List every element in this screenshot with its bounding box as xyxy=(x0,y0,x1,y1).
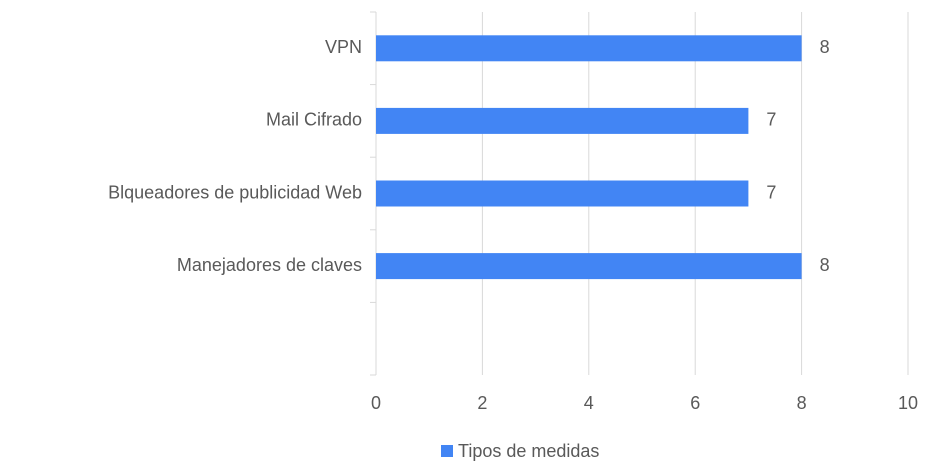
legend-swatch xyxy=(441,445,453,457)
bar xyxy=(376,180,749,207)
y-tick-label: VPN xyxy=(325,37,362,57)
x-tick-label: 2 xyxy=(477,393,487,413)
bar xyxy=(376,107,749,134)
data-label: 8 xyxy=(820,255,830,275)
x-tick-label: 0 xyxy=(371,393,381,413)
data-label: 8 xyxy=(820,37,830,57)
y-tick-label: Mail Cifrado xyxy=(266,110,362,130)
legend-label: Tipos de medidas xyxy=(458,441,599,461)
data-label: 7 xyxy=(766,110,776,130)
x-tick-label: 6 xyxy=(690,393,700,413)
bar xyxy=(376,253,802,280)
x-tick-label: 10 xyxy=(898,393,918,413)
y-tick-label: Blqueadores de publicidad Web xyxy=(108,182,362,202)
x-tick-label: 4 xyxy=(584,393,594,413)
data-label: 7 xyxy=(766,182,776,202)
x-tick-label: 8 xyxy=(797,393,807,413)
bar xyxy=(376,35,802,62)
y-tick-label: Manejadores de claves xyxy=(177,255,362,275)
